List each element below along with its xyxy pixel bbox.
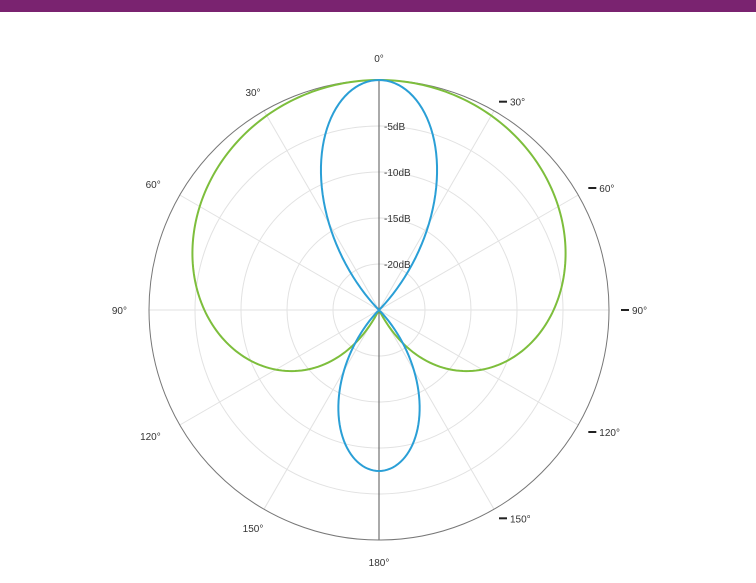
angle-label-left: 90°	[112, 306, 127, 317]
angle-label-right: 60°	[599, 184, 614, 195]
angle-label-right: 90°	[632, 306, 647, 317]
grid-spoke	[263, 110, 380, 311]
header-bar	[0, 0, 756, 12]
series-layer	[191, 78, 567, 473]
angle-label-right: 150°	[510, 514, 531, 525]
angle-label-left: 0°	[374, 54, 384, 65]
angle-labels: 0° 30° 60° 90° 120° 150° 180° 30° 60° 90° 120° 150°	[112, 54, 647, 569]
grid-spoke	[179, 309, 380, 426]
grid-spoke	[179, 194, 380, 311]
angle-label-right: 30°	[510, 98, 525, 109]
radial-tick-label: -5dB	[384, 122, 405, 133]
radial-tick-label: -15dB	[384, 214, 411, 225]
angle-label-left: 180°	[369, 558, 390, 569]
angle-label-left: 30°	[245, 88, 260, 99]
angle-label-left: 60°	[146, 180, 161, 191]
grid-spoke	[378, 110, 495, 311]
polar-grid	[148, 79, 610, 541]
grid-spoke	[378, 194, 579, 311]
angle-label-left: 120°	[140, 432, 161, 443]
grid-spoke	[378, 309, 579, 426]
radial-tick-label: -10dB	[384, 168, 411, 179]
angle-label-left: 150°	[243, 524, 264, 535]
radial-tick-label: -20dB	[384, 260, 411, 271]
series-line-four-lobe	[319, 78, 439, 473]
radial-labels: -5dB -10dB -15dB -20dB	[384, 122, 411, 271]
grid-spoke	[263, 309, 380, 510]
grid-spoke	[378, 309, 495, 510]
angle-label-right: 120°	[599, 428, 620, 439]
